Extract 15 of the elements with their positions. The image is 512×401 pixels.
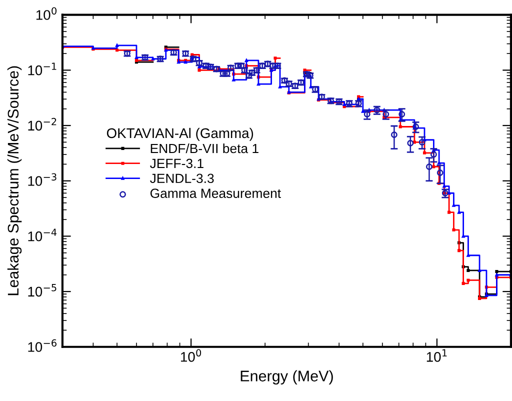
x-axis-title: Energy (MeV) bbox=[240, 370, 333, 384]
legend-label: ENDF/B-VII beta 1 bbox=[150, 143, 258, 154]
legend-label: Gamma Measurement bbox=[150, 188, 281, 198]
y-tick-label: 10$^{−5}$ bbox=[28, 284, 56, 297]
legend-label: JENDL-3.3 bbox=[150, 174, 214, 184]
legend-title: OKTAVIAN-Al (Gamma) bbox=[106, 128, 254, 141]
y-tick-label: 10$^{−3}$ bbox=[28, 173, 56, 186]
y-tick-label: 10$^{−6}$ bbox=[28, 339, 56, 352]
y-axis-title: Leakage Spectrum (/MeV/Source) bbox=[7, 66, 22, 296]
y-tick-label: 10$^{−4}$ bbox=[28, 228, 57, 242]
y-tick-label: 10$^{−1}$ bbox=[28, 62, 56, 76]
y-tick-label: 10$^{0}$ bbox=[36, 7, 56, 20]
x-tick-label: 10$^{1}$ bbox=[426, 349, 447, 362]
legend-label: JEFF-3.1 bbox=[150, 158, 204, 168]
y-tick-label: 10$^{−2}$ bbox=[28, 118, 56, 131]
